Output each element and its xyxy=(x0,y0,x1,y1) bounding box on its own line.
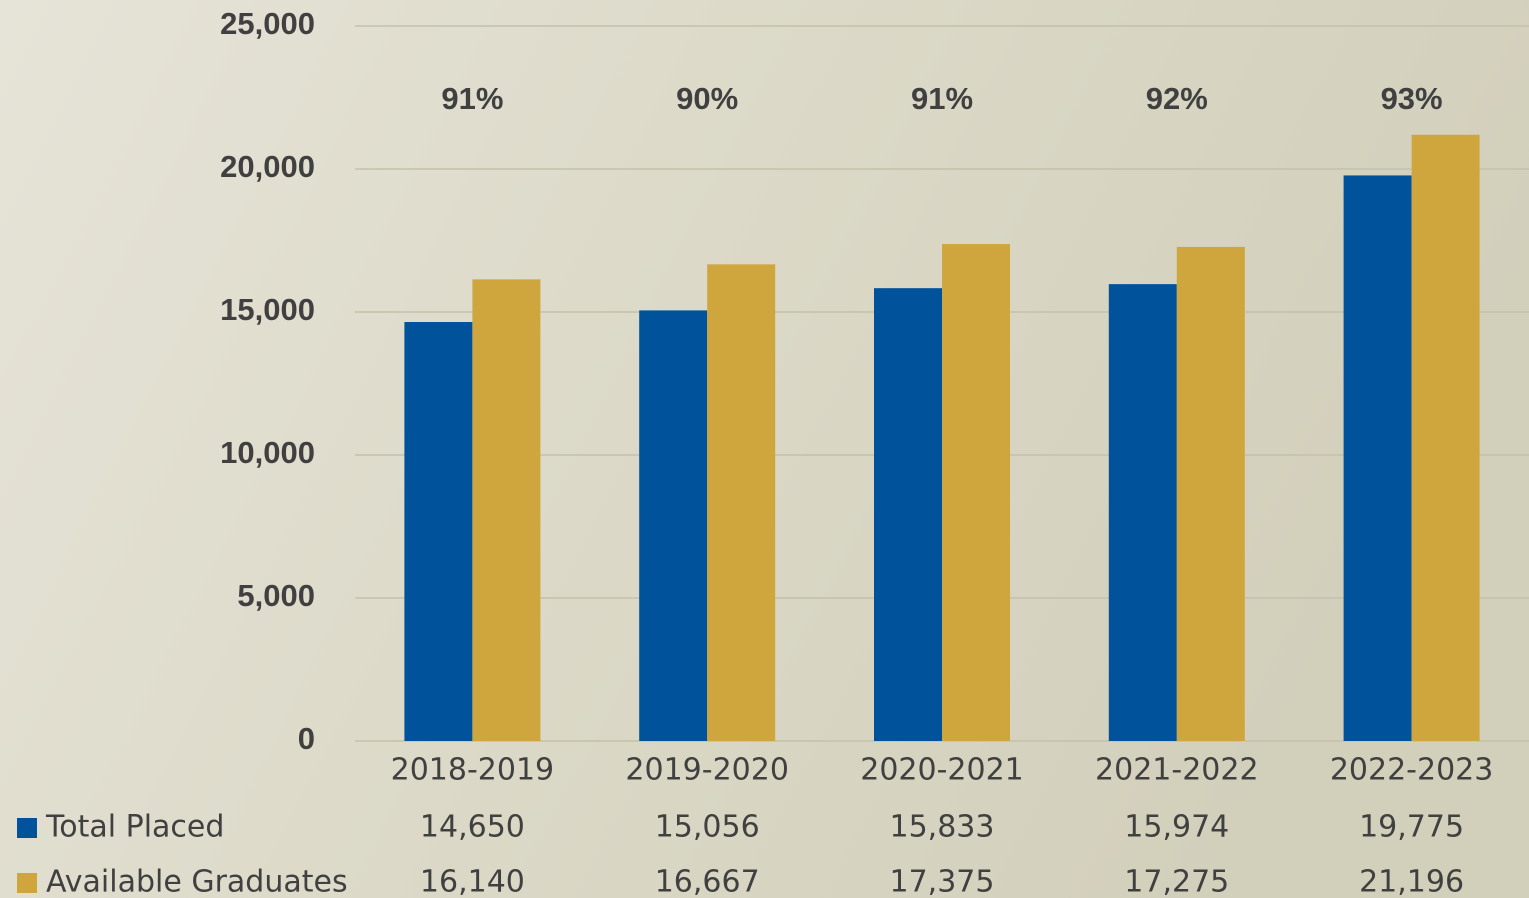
bar xyxy=(1343,175,1412,741)
annotation: 92% xyxy=(1146,81,1208,116)
table-cell: 15,974 xyxy=(1124,810,1229,845)
bar xyxy=(707,264,776,741)
y-tick-label: 15,000 xyxy=(220,292,315,327)
table-cell: 15,056 xyxy=(655,810,760,845)
table-cell: 21,196 xyxy=(1359,865,1464,898)
bar xyxy=(639,310,708,741)
bar xyxy=(404,322,473,741)
annotation: 91% xyxy=(441,81,503,116)
annotation: 91% xyxy=(911,81,973,116)
annotation: 90% xyxy=(676,81,738,116)
bar xyxy=(1108,284,1177,741)
y-tick-label: 20,000 xyxy=(220,149,315,184)
y-tick-label: 5,000 xyxy=(237,578,315,613)
bar xyxy=(472,279,541,741)
x-tick-label: 2018-2019 xyxy=(391,753,555,788)
table-cell: 14,650 xyxy=(420,810,525,845)
table-cell: 19,775 xyxy=(1359,810,1464,845)
annotation: 93% xyxy=(1381,81,1443,116)
x-tick-label: 2021-2022 xyxy=(1095,753,1259,788)
bar xyxy=(1411,134,1480,741)
bar xyxy=(1176,246,1245,741)
y-tick-label: 0 xyxy=(298,721,315,756)
table-cell: 17,375 xyxy=(890,865,995,898)
x-tick-label: 2020-2021 xyxy=(860,753,1024,788)
bar xyxy=(942,244,1010,741)
legend-label: Available Graduates xyxy=(46,865,348,898)
legend-swatch xyxy=(17,873,37,893)
table-cell: 15,833 xyxy=(890,810,995,845)
table-cell: 16,140 xyxy=(420,865,525,898)
table-cell: 17,275 xyxy=(1124,865,1229,898)
table-cell: 16,667 xyxy=(655,865,760,898)
y-tick-label: 25,000 xyxy=(220,6,315,41)
x-tick-label: 2022-2023 xyxy=(1330,753,1494,788)
bar xyxy=(874,288,942,741)
y-tick-label: 10,000 xyxy=(220,435,315,470)
legend-swatch xyxy=(17,818,37,838)
legend-label: Total Placed xyxy=(45,810,224,845)
x-tick-label: 2019-2020 xyxy=(625,753,789,788)
